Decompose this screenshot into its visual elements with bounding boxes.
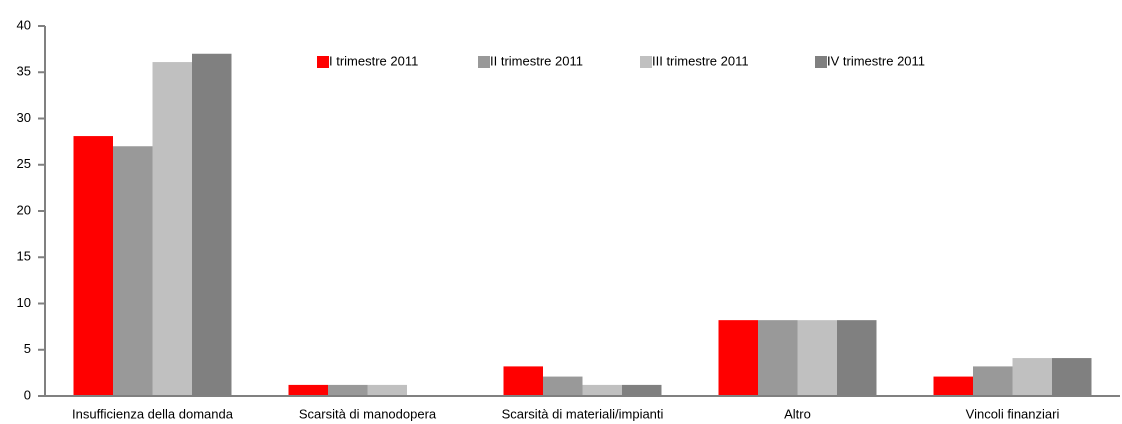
y-tick-label: 40 [17, 17, 31, 32]
x-tick-label: Scarsità di materiali/impianti [502, 406, 664, 421]
y-tick-label: 15 [17, 249, 31, 264]
legend-label: IV trimestre 2011 [827, 53, 925, 68]
bar [933, 376, 973, 396]
bar [718, 320, 758, 396]
bar [192, 53, 232, 396]
x-tick-label: Scarsità di manodopera [299, 406, 437, 421]
y-tick-label: 10 [17, 295, 31, 310]
legend-swatch [478, 56, 490, 68]
x-tick-label: Altro [784, 406, 811, 421]
bar [837, 320, 877, 396]
bar [758, 320, 798, 396]
y-tick-label: 20 [17, 202, 31, 217]
bar [797, 320, 837, 396]
y-tick-label: 5 [24, 341, 31, 356]
legend-swatch [640, 56, 652, 68]
bar [113, 146, 153, 396]
x-tick-label: Vincoli finanziari [966, 406, 1060, 421]
bar [582, 384, 622, 396]
y-tick-label: 0 [24, 387, 31, 402]
bar [543, 376, 583, 396]
bar [1012, 358, 1052, 396]
legend-swatch [815, 56, 827, 68]
legend-swatch [317, 56, 329, 68]
y-tick-label: 25 [17, 156, 31, 171]
bar [503, 366, 543, 396]
bar [973, 366, 1013, 396]
legend-label: II trimestre 2011 [490, 53, 583, 68]
legend-label: I trimestre 2011 [329, 53, 418, 68]
x-tick-label: Insufficienza della domanda [72, 406, 234, 421]
bar [328, 384, 368, 396]
bar [1052, 358, 1092, 396]
bar [367, 384, 407, 396]
legend-label: III trimestre 2011 [652, 53, 749, 68]
bar [152, 62, 192, 396]
y-tick-label: 35 [17, 64, 31, 79]
bar [288, 384, 328, 396]
bar [622, 384, 662, 396]
y-tick-label: 30 [17, 110, 31, 125]
bar [73, 136, 113, 396]
